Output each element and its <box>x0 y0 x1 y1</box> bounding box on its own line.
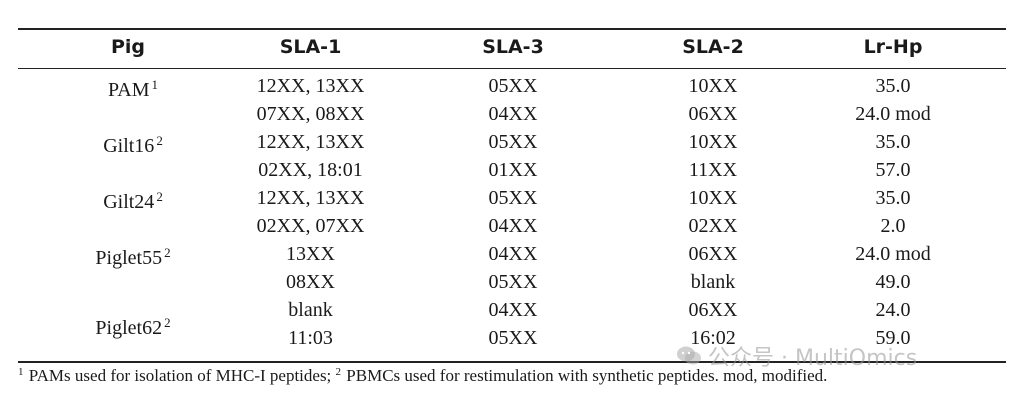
pig-footnote-mark: 2 <box>156 189 163 204</box>
cell-sla1: 12XX, 13XX <box>256 131 365 153</box>
pig-name: Piglet55 <box>95 247 163 269</box>
table-row: 12XX, 13XX 05XX 10XX 35.0 <box>18 75 1006 103</box>
cell-lrhp: 35.0 <box>875 75 911 97</box>
table-row: 13XX 04XX 06XX 24.0 mod <box>18 243 1006 271</box>
header-pig: Pig <box>110 36 146 58</box>
pig-footnote-mark: 2 <box>164 245 171 260</box>
pig-footnote-mark: 2 <box>164 315 171 330</box>
cell-sla1: 02XX, 07XX <box>256 215 365 237</box>
cell-sla1: 13XX <box>286 243 335 265</box>
cell-lrhp: 2.0 <box>880 215 906 237</box>
cell-sla3: 05XX <box>488 327 538 349</box>
table-row: 12XX, 13XX 05XX 10XX 35.0 <box>18 187 1006 215</box>
header-sla1: SLA-1 <box>279 36 342 58</box>
header-sla2: SLA-2 <box>682 36 744 58</box>
header-rule <box>18 68 1006 70</box>
pig-name: Piglet62 <box>95 317 163 339</box>
cell-sla3: 05XX <box>488 271 538 293</box>
pig-name: Gilt24 <box>103 191 155 213</box>
watermark-text: 公众号 · MultiOmics <box>708 346 918 371</box>
cell-lrhp: 57.0 <box>875 159 911 181</box>
cell-sla1: 12XX, 13XX <box>256 187 365 209</box>
cell-lrhp: 49.0 <box>875 271 911 293</box>
cell-lrhp: 24.0 mod <box>855 103 931 125</box>
cell-lrhp: 35.0 <box>875 131 911 153</box>
cell-lrhp: 59.0 <box>875 327 911 349</box>
table-row: 02XX, 07XX 04XX 02XX 2.0 <box>18 215 1006 243</box>
cell-sla3: 04XX <box>488 243 538 265</box>
cell-sla3: 01XX <box>488 159 538 181</box>
watermark: 公众号 · MultiOmics <box>676 340 917 372</box>
footnote-mark-1: 1 <box>18 366 24 378</box>
cell-sla3: 05XX <box>488 187 538 209</box>
cell-sla2: 10XX <box>688 131 738 153</box>
table-row: blank 04XX 06XX 24.0 <box>18 299 1006 327</box>
pig-footnote-mark: 2 <box>156 133 163 148</box>
footnote-mark-2: 2 <box>335 366 342 378</box>
table-row: 02XX, 18:01 01XX 11XX 57.0 <box>18 159 1006 187</box>
table-row: 07XX, 08XX 04XX 06XX 24.0 mod <box>18 103 1006 131</box>
header-lrhp: Lr-Hp <box>863 36 923 58</box>
cell-sla1: blank <box>288 299 333 321</box>
table-row: 11:03 05XX 16:02 59.0 <box>18 327 1006 355</box>
cell-sla2: 16:02 <box>690 327 736 349</box>
cell-sla3: 04XX <box>488 299 538 321</box>
pig-label: Piglet62 2 <box>58 315 208 340</box>
cell-sla2: 11XX <box>688 159 738 181</box>
wechat-icon <box>676 345 702 367</box>
table-row: 08XX 05XX blank 49.0 <box>18 271 1006 299</box>
cell-sla2: 02XX <box>688 215 738 237</box>
cell-sla2: 06XX <box>688 243 738 265</box>
cell-sla2: 10XX <box>688 187 738 209</box>
cell-sla2: 06XX <box>688 103 738 125</box>
pig-name: PAM <box>107 79 150 101</box>
bottom-rule <box>18 361 1006 363</box>
pig-label: Gilt16 2 <box>58 133 208 158</box>
cell-sla2: blank <box>690 271 736 293</box>
cell-sla2: 10XX <box>688 75 738 97</box>
cell-sla2: 06XX <box>688 299 738 321</box>
pig-name: Gilt16 <box>103 135 155 157</box>
cell-sla3: 04XX <box>488 103 538 125</box>
pig-label: PAM 1 <box>58 77 208 102</box>
cell-sla1: 11:03 <box>288 327 333 349</box>
footnote-text-2: PBMCs used for restimulation with synthe… <box>342 366 828 385</box>
cell-sla1: 02XX, 18:01 <box>258 159 363 181</box>
cell-sla3: 05XX <box>488 75 538 97</box>
pig-label: Piglet55 2 <box>58 245 208 270</box>
table-row: 12XX, 13XX 05XX 10XX 35.0 <box>18 131 1006 159</box>
cell-lrhp: 24.0 mod <box>855 243 931 265</box>
pig-label: Gilt24 2 <box>58 189 208 214</box>
cell-sla1: 12XX, 13XX <box>256 75 365 97</box>
pig-footnote-mark: 1 <box>151 77 159 92</box>
cell-lrhp: 35.0 <box>875 187 911 209</box>
cell-sla3: 05XX <box>488 131 538 153</box>
cell-sla1: 08XX <box>286 271 335 293</box>
table-header: Pig SLA-1 SLA-3 SLA-2 Lr-Hp <box>18 36 1006 64</box>
cell-sla3: 04XX <box>488 215 538 237</box>
table-footnote: 1 PAMs used for isolation of MHC-I pepti… <box>18 366 827 386</box>
footnote-text-1: PAMs used for isolation of MHC-I peptide… <box>24 366 336 385</box>
header-sla3: SLA-3 <box>482 36 544 58</box>
top-rule <box>18 28 1006 30</box>
cell-sla1: 07XX, 08XX <box>256 103 365 125</box>
cell-lrhp: 24.0 <box>875 299 911 321</box>
